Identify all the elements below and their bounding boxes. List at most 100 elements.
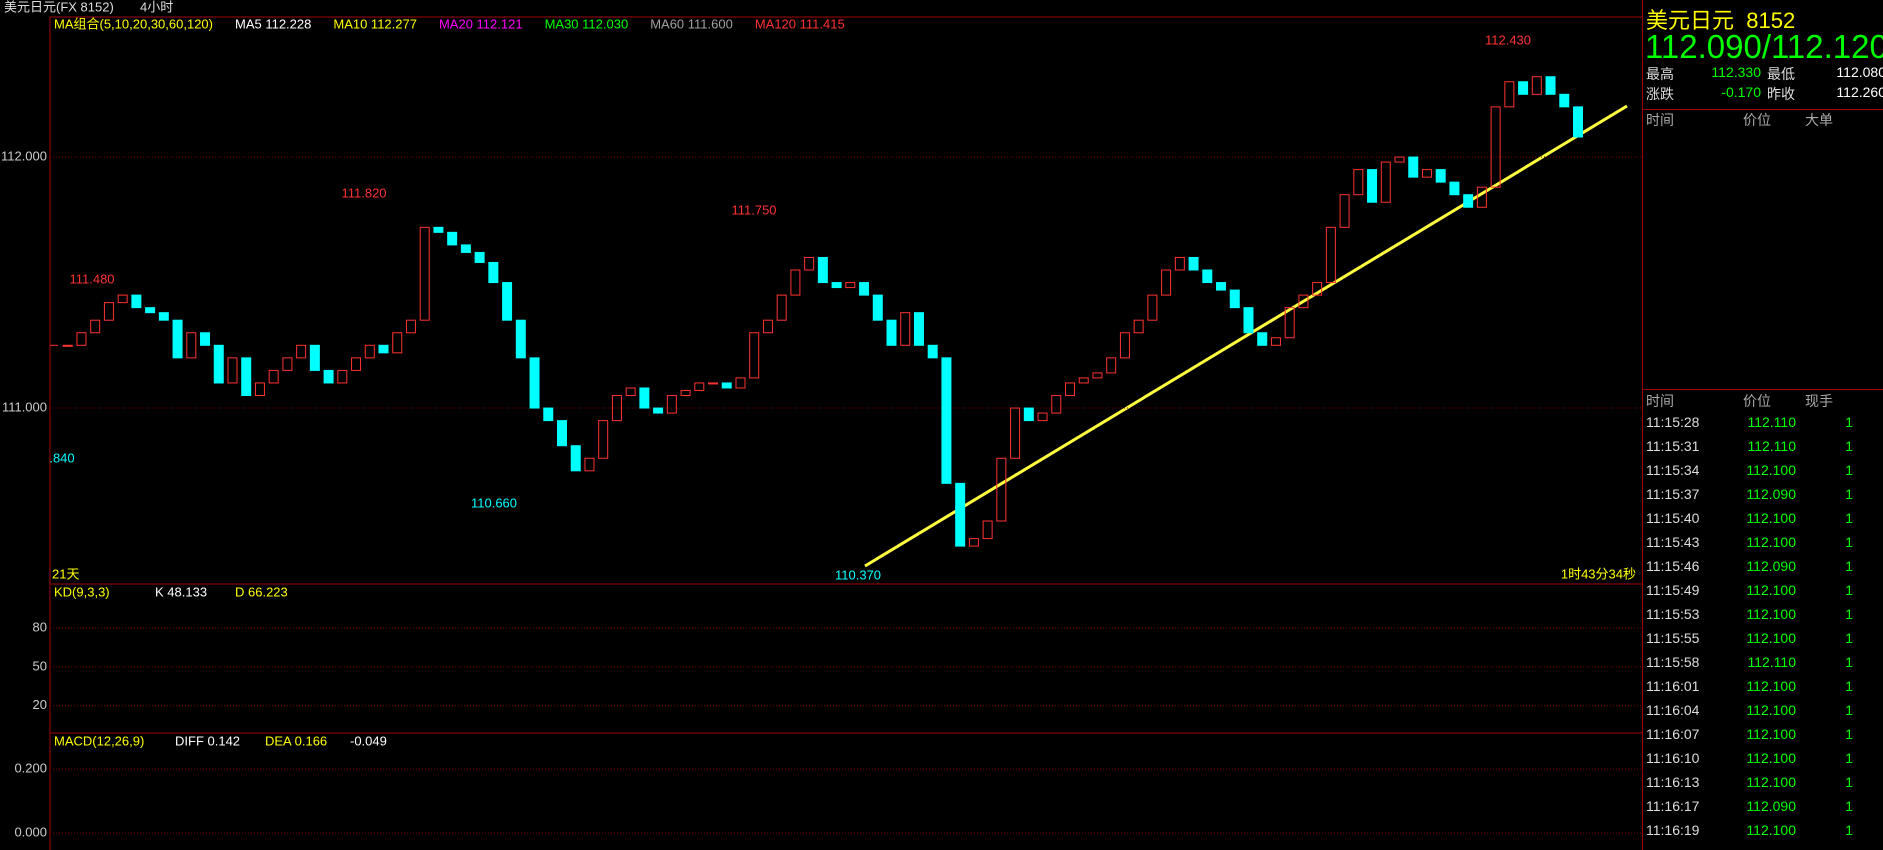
symbol[interactable]: 美元日元(FX 8152): [4, 0, 114, 14]
tick-volume: 1: [1845, 606, 1853, 622]
candle: [1092, 372, 1103, 379]
ma-label: MA10 112.277: [333, 16, 417, 31]
tick-price: 112.100: [1746, 510, 1796, 526]
candle: [323, 369, 334, 384]
candle: [1257, 332, 1268, 346]
candle: [1037, 412, 1048, 422]
candle: [1147, 294, 1158, 321]
candle: [282, 357, 293, 371]
tick-time: 11:15:53: [1646, 606, 1700, 622]
candle: [488, 261, 499, 284]
candle: [433, 226, 444, 233]
candle: [405, 319, 416, 334]
macd-diff: DIFF 0.142: [175, 733, 240, 748]
tick-volume: 1: [1845, 822, 1853, 838]
tick-time: 11:15:34: [1646, 462, 1700, 478]
divider: [1643, 389, 1883, 390]
candle: [1531, 76, 1542, 95]
candle: [680, 389, 691, 397]
quote-cell: 最高: [1646, 66, 1674, 82]
candle: [90, 319, 101, 334]
y-tick-label: 20: [33, 697, 47, 712]
candle: [968, 538, 979, 547]
candle: [653, 407, 664, 414]
ma-label: MA30 112.030: [545, 16, 629, 31]
price-annotation: 110.370: [835, 567, 881, 582]
tick-volume: 1: [1845, 630, 1853, 646]
candle: [859, 282, 870, 296]
candle: [776, 294, 787, 321]
candle: [735, 377, 746, 389]
candle: [1161, 269, 1172, 296]
candle: [200, 332, 211, 346]
tick-price: 112.090: [1746, 558, 1796, 574]
candle: [392, 332, 403, 354]
candle: [1476, 186, 1487, 208]
tick-time: 11:15:49: [1646, 582, 1700, 598]
candle: [76, 332, 87, 346]
top-bar: [0, 0, 1642, 17]
candle: [1078, 377, 1089, 384]
price-annotation: .840: [49, 450, 74, 465]
tick-volume: 1: [1845, 678, 1853, 694]
tick-volume: 1: [1845, 534, 1853, 550]
tick-time: 11:16:04: [1646, 702, 1700, 718]
candle: [1106, 357, 1117, 374]
tick-volume: 1: [1845, 510, 1853, 526]
candle: [886, 319, 897, 346]
name: 美元日元: [1646, 8, 1735, 33]
candle: [447, 231, 458, 246]
price-annotation: 111.480: [69, 271, 114, 286]
tick-time: 11:16:01: [1646, 678, 1700, 694]
tick-time: 11:16:19: [1646, 822, 1700, 838]
column-header: 时间: [1646, 112, 1674, 128]
ma-label: MA60 111.600: [650, 16, 733, 31]
candle: [845, 282, 856, 289]
tick-volume: 1: [1845, 486, 1853, 502]
chart: 美元日元(FX 8152) 4小时 21天 1时43分34秒 KD(9,3,3)…: [0, 0, 1642, 850]
ma-label: MA20 112.121: [439, 16, 523, 31]
y-tick-label: 111.000: [2, 399, 47, 414]
candle: [296, 344, 307, 359]
tick-price: 112.100: [1746, 702, 1796, 718]
column-header: 价位: [1743, 393, 1771, 409]
period[interactable]: 4小时: [140, 0, 173, 14]
ma-label: MA5 112.228: [235, 16, 311, 31]
candle: [254, 382, 265, 397]
quote-cell: -0.170: [1721, 84, 1761, 100]
price-annotation: 111.750: [731, 202, 776, 217]
macd-dea: DEA 0.166: [265, 733, 327, 748]
tick-price: 112.100: [1746, 582, 1796, 598]
candle: [172, 319, 183, 359]
candle: [804, 256, 815, 271]
ma-label: MA组合(5,10,20,30,60,120): [54, 16, 213, 31]
candle: [1380, 161, 1391, 203]
candle: [131, 294, 142, 309]
candle: [1435, 169, 1446, 183]
column-header: 价位: [1743, 112, 1771, 128]
candle: [1394, 156, 1405, 163]
candle: [1010, 407, 1021, 459]
candle: [1229, 289, 1240, 309]
y-tick-label: 0.000: [14, 824, 47, 839]
candle: [364, 344, 375, 359]
candle: [515, 319, 526, 359]
tick-volume: 1: [1845, 726, 1853, 742]
tick-volume: 1: [1845, 750, 1853, 766]
tick-time: 11:15:31: [1646, 438, 1700, 454]
candle: [625, 387, 636, 397]
code: 8152: [1746, 8, 1796, 33]
candle: [268, 369, 279, 384]
candle: [1188, 256, 1199, 271]
y-tick-label: 112.000: [1, 148, 47, 163]
kd-d: D 66.223: [235, 584, 288, 599]
candle: [1449, 181, 1460, 196]
candle: [1504, 81, 1515, 108]
candle: [721, 382, 732, 389]
candle: [145, 307, 156, 314]
candle: [1573, 106, 1583, 138]
candle: [941, 357, 952, 484]
macd-title: MACD(12,26,9): [54, 733, 144, 748]
tick-time: 11:15:58: [1646, 654, 1700, 670]
quote-price: 112.090/112.120: [1645, 28, 1883, 65]
